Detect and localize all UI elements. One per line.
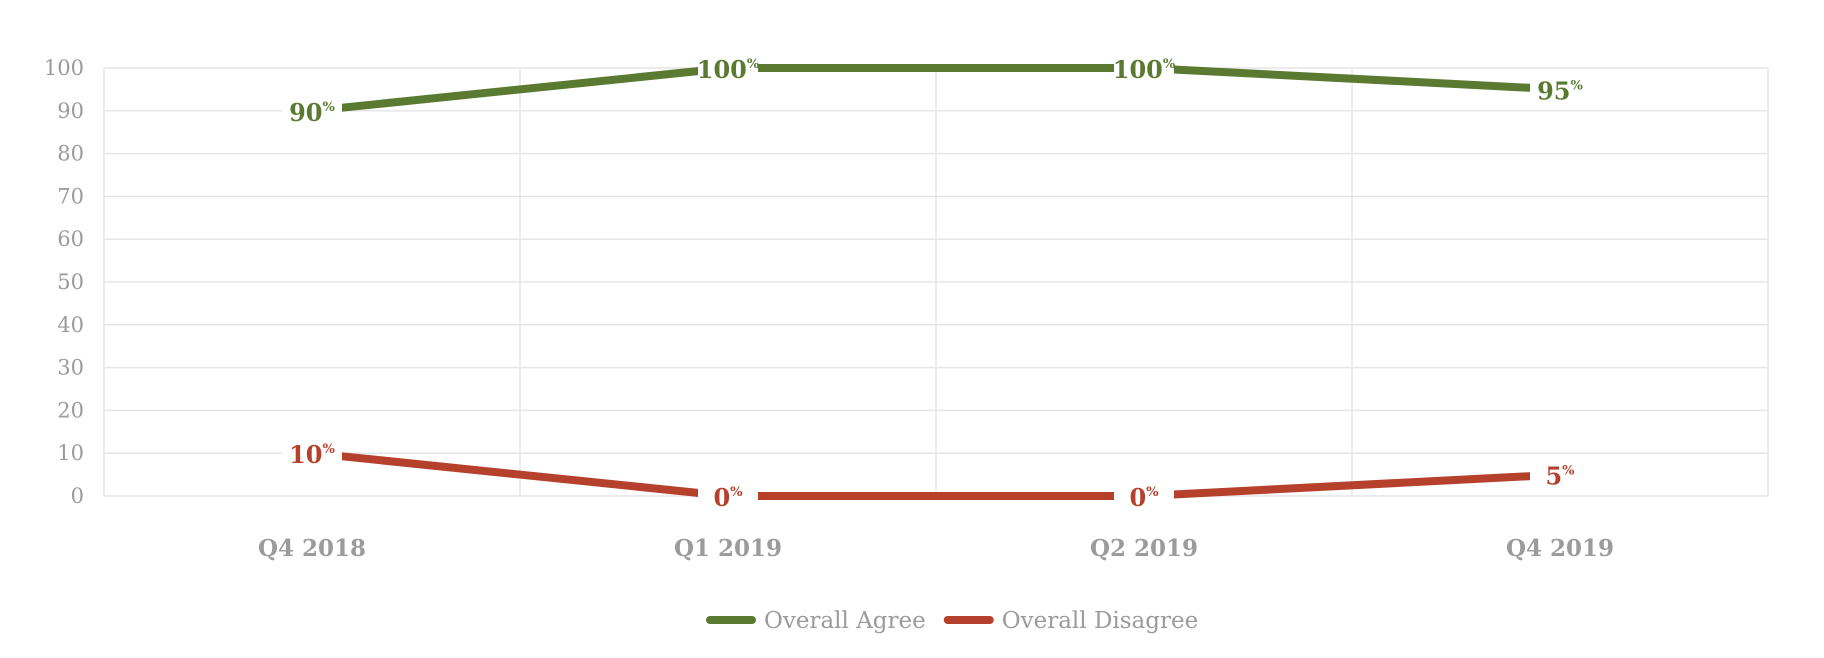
data-label: 90% <box>289 98 335 127</box>
x-tick-label: Q2 2019 <box>1090 535 1198 562</box>
y-tick-label: 100 <box>44 56 84 80</box>
series-line-1 <box>311 449 1561 500</box>
data-label-layer: 90% 100% 100% 95% 10% 0% 0% 5% <box>282 48 1590 516</box>
data-label: 0% <box>713 483 743 512</box>
data-label-background <box>1114 48 1174 88</box>
x-axis-ticks: Q4 2018 Q1 2019 Q2 2019 Q4 2019 <box>258 535 1614 562</box>
legend-label-1: Overall Disagree <box>1002 608 1198 634</box>
x-tick-label: Q4 2019 <box>1506 535 1614 562</box>
y-tick-label: 90 <box>57 99 84 123</box>
y-tick-label: 50 <box>57 270 84 294</box>
legend: Overall Agree Overall Disagree <box>706 608 1198 634</box>
y-tick-label: 0 <box>71 484 84 508</box>
data-label-background <box>1114 476 1174 516</box>
data-label-background <box>698 48 758 88</box>
y-tick-label: 20 <box>57 398 84 422</box>
data-label: 100% <box>697 55 760 84</box>
y-tick-label: 60 <box>57 227 84 251</box>
data-label-background <box>1530 454 1590 495</box>
data-label: 10% <box>289 440 335 469</box>
grid-layer <box>103 67 1769 497</box>
y-tick-label: 40 <box>57 313 84 337</box>
data-label: 5% <box>1545 462 1575 491</box>
y-tick-label: 70 <box>57 184 84 208</box>
data-label-background <box>282 90 342 131</box>
y-tick-label: 10 <box>57 441 84 465</box>
data-label: 100% <box>1113 55 1176 84</box>
y-tick-label: 30 <box>57 356 84 380</box>
x-tick-label: Q4 2018 <box>258 535 366 562</box>
data-label: 95% <box>1537 76 1583 105</box>
legend-label-0: Overall Agree <box>764 608 926 634</box>
y-axis-ticks: 0 10 20 30 40 50 60 70 80 90 100 <box>44 56 84 508</box>
data-label-background <box>282 433 342 474</box>
y-tick-label: 80 <box>57 142 84 166</box>
data-label: 0% <box>1129 483 1159 512</box>
data-label-background <box>698 476 758 516</box>
series-line-0 <box>311 64 1561 115</box>
data-label-background <box>1530 69 1590 110</box>
x-tick-label: Q1 2019 <box>674 535 782 562</box>
series-layer <box>311 64 1561 500</box>
